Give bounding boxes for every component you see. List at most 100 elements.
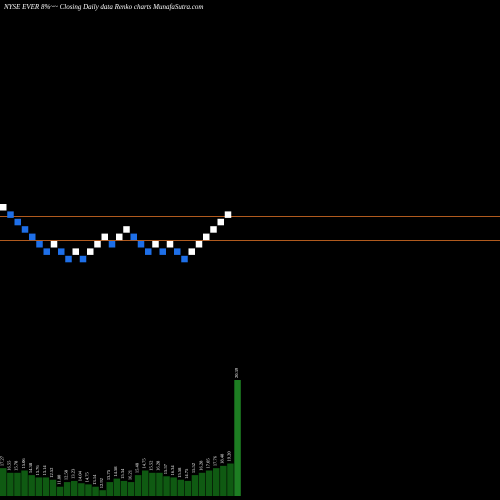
down-brick: [79, 255, 87, 263]
volume-label: 15.52: [191, 463, 196, 473]
down-brick: [21, 226, 29, 233]
volume-bar: [21, 470, 28, 496]
volume-bar: [234, 380, 241, 496]
down-brick: [137, 241, 145, 248]
volume-label: 19.20: [227, 451, 232, 462]
volume-label: 14.75: [184, 468, 189, 479]
volume-bar: [7, 472, 14, 496]
volume-panel: 17.27 16.55 15.78 15.06 14.38 13.76 13.14 12.52…: [0, 367, 241, 496]
volume-bar: [92, 486, 99, 496]
volume-label: 13.76: [35, 465, 40, 476]
volume-label: 16.55: [7, 460, 12, 471]
volume-bar: [227, 463, 234, 496]
volume-label: 13.75: [106, 469, 111, 480]
volume-bar: [35, 477, 42, 496]
volume-bar: [14, 472, 21, 496]
volume-bar: [113, 478, 121, 496]
volume-label: 17.27: [0, 455, 5, 466]
volume-label: 14.75: [142, 458, 147, 469]
volume-bar: [177, 479, 184, 496]
up-brick: [123, 226, 130, 233]
volume-label: 15.48: [134, 462, 139, 473]
volume-label: 12.52: [49, 468, 54, 478]
chart-title: NYSE EVER 8%~~ Closing Daily data Renko …: [3, 3, 203, 11]
volume-label: 15.58: [177, 467, 182, 478]
up-brick: [224, 211, 232, 218]
volume-label: 15.34: [120, 468, 125, 479]
volume-label: 15.78: [14, 460, 19, 471]
volume-label: 15.57: [163, 463, 168, 474]
reference-lines: [0, 216, 500, 241]
down-brick: [29, 233, 36, 241]
down-brick: [181, 255, 188, 263]
volume-bar: [205, 470, 213, 496]
up-brick: [166, 241, 174, 248]
up-brick: [210, 226, 217, 233]
volume-bar: [213, 468, 220, 496]
volume-bar: [191, 475, 199, 496]
up-brick: [87, 248, 94, 255]
up-brick: [50, 241, 58, 248]
volume-bar: [184, 480, 192, 496]
volume-bar: [56, 486, 64, 496]
volume-label: 13.14: [42, 465, 47, 476]
volume-bar: [99, 490, 106, 496]
volume-label: 16.28: [156, 460, 161, 471]
volume-bar: [198, 472, 206, 496]
renko-bricks: [0, 204, 232, 263]
volume-bar: [220, 465, 227, 496]
down-brick: [108, 241, 116, 248]
volume-label: 15.06: [21, 458, 26, 469]
up-brick: [72, 248, 79, 255]
up-brick: [0, 204, 7, 211]
volume-label: 16.21: [127, 470, 132, 480]
volume-bar: [71, 480, 78, 496]
up-brick: [188, 248, 195, 255]
volume-bar: [85, 484, 92, 496]
volume-label: 14.38: [28, 462, 33, 473]
volume-label: 12.92: [99, 478, 104, 488]
volume-label: 14.04: [78, 470, 83, 481]
volume-label: 20.39: [234, 367, 239, 378]
volume-label: 17.76: [213, 455, 218, 466]
volume-label: 13.14: [92, 474, 97, 485]
down-brick: [14, 218, 21, 226]
up-brick: [203, 233, 210, 241]
volume-bar: [170, 477, 177, 496]
volume-label: 18.48: [220, 453, 225, 464]
down-brick: [7, 211, 14, 218]
volume-bar: [49, 479, 57, 496]
volume-bar: [78, 483, 85, 496]
down-brick: [159, 248, 166, 255]
volume-label: 13.23: [71, 468, 76, 479]
volume-label: 11.80: [56, 474, 61, 485]
down-brick: [145, 248, 152, 255]
volume-label: 17.05: [205, 458, 210, 469]
up-brick: [152, 241, 159, 248]
up-brick: [195, 241, 203, 248]
down-brick: [65, 255, 72, 263]
volume-label: 14.58: [113, 466, 118, 477]
down-brick: [36, 241, 43, 248]
volume-bar: [120, 480, 128, 496]
volume-bar: [156, 472, 163, 496]
volume-bar: [134, 475, 142, 496]
volume-bar: [42, 477, 50, 496]
volume-bar: [163, 476, 170, 496]
up-brick: [101, 233, 108, 241]
up-brick: [94, 241, 101, 248]
up-brick: [217, 218, 224, 226]
volume-bar: [149, 472, 156, 496]
volume-label: 16.34: [170, 465, 175, 476]
volume-bar: [0, 468, 7, 496]
volume-bar: [106, 482, 113, 496]
volume-label: 16.28: [198, 460, 203, 471]
volume-label: 14.75: [85, 472, 90, 483]
volume-bar: [28, 475, 35, 496]
down-brick: [58, 248, 65, 255]
volume-bar: [142, 470, 149, 496]
down-brick: [130, 233, 137, 241]
up-brick: [116, 233, 123, 241]
